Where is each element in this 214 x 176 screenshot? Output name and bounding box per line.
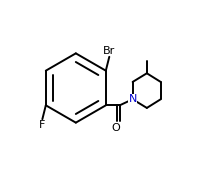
Text: Br: Br <box>103 46 115 56</box>
Text: N: N <box>128 94 137 104</box>
Text: O: O <box>111 123 120 133</box>
Text: F: F <box>39 120 46 130</box>
